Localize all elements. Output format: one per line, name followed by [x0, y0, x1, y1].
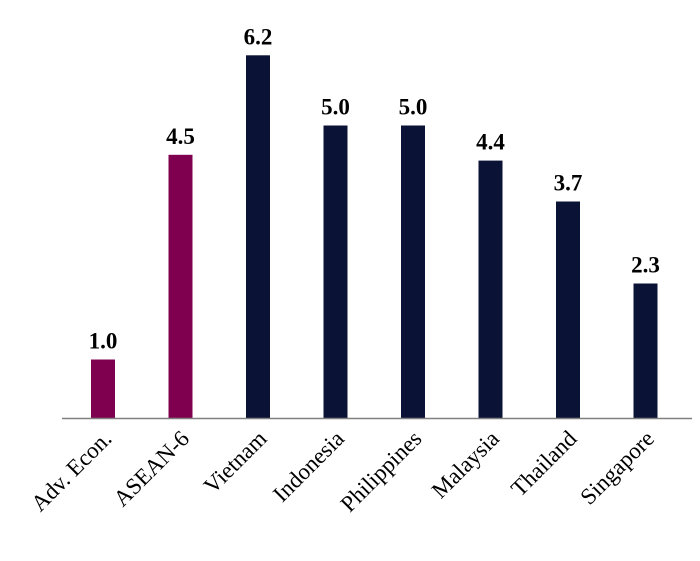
bar-asean-6	[168, 154, 193, 419]
x-tick-label: Thailand	[506, 426, 582, 502]
value-label: 3.7	[554, 171, 583, 196]
bar-adv-econ	[91, 359, 115, 418]
x-tick-label: Adv. Econ.	[26, 426, 116, 516]
value-label: 4.5	[166, 124, 195, 149]
value-label: 1.0	[89, 329, 118, 354]
x-tick-label: Vietnam	[199, 426, 272, 499]
bar-indonesia	[323, 125, 348, 418]
value-label: 5.0	[399, 95, 428, 120]
value-label: 5.0	[321, 95, 350, 120]
bar-philippines	[401, 125, 425, 418]
bar-thailand	[556, 201, 580, 418]
value-label: 4.4	[476, 130, 505, 155]
x-tick-label: Malaysia	[427, 426, 504, 503]
value-label: 2.3	[631, 253, 660, 278]
bar-singapore	[633, 283, 658, 418]
x-tick-label: Indonesia	[268, 426, 349, 507]
x-tick-label: Philippines	[336, 426, 427, 517]
x-tick-label: Singapore	[575, 426, 659, 510]
bar-malaysia	[478, 160, 503, 418]
bar-vietnam	[246, 55, 270, 419]
value-label: 6.2	[244, 24, 273, 49]
x-tick-label: ASEAN-6	[109, 426, 194, 511]
